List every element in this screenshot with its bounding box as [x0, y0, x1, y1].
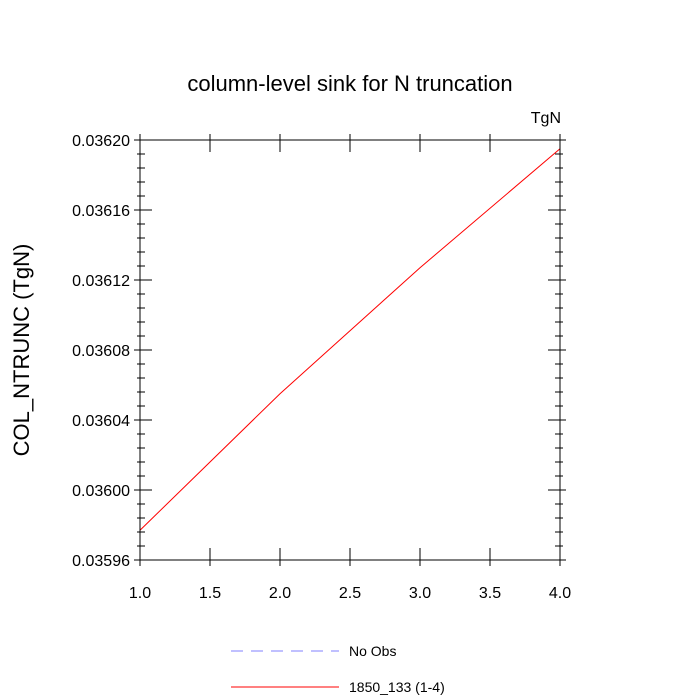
series-layer [139, 148, 561, 531]
x-tick-label: 3.5 [479, 585, 501, 602]
series-line-1 [139, 148, 561, 531]
y-tick-label: 0.03604 [72, 413, 130, 430]
legend: No Obs 1850_133 (1-4) [231, 643, 445, 695]
y-tick-label: 0.03616 [72, 203, 130, 220]
units-label: TgN [531, 110, 561, 127]
x-tick-labels: 1.0 1.5 2.0 2.5 3.0 3.5 4.0 [129, 585, 571, 602]
y-tick-label: 0.03612 [72, 273, 130, 290]
x-tick-label: 2.5 [339, 585, 361, 602]
x-tick-label: 4.0 [549, 585, 571, 602]
x-tick-label: 1.5 [199, 585, 221, 602]
y-axis-label: COL_NTRUNC (TgN) [9, 244, 34, 457]
y-tick-label: 0.03596 [72, 553, 130, 570]
x-tick-label: 1.0 [129, 585, 151, 602]
x-tick-label: 2.0 [269, 585, 291, 602]
y-tick-label: 0.03608 [72, 343, 130, 360]
chart-title: column-level sink for N truncation [187, 71, 512, 96]
plot-frame [139, 139, 561, 561]
legend-label-1: 1850_133 (1-4) [349, 679, 445, 695]
y-tick-label: 0.03620 [72, 133, 130, 150]
x-tick-label: 3.0 [409, 585, 431, 602]
legend-label-0: No Obs [349, 643, 396, 659]
y-tick-label: 0.03600 [72, 483, 130, 500]
y-tick-labels: 0.03596 0.03600 0.03604 0.03608 0.03612 0.036… [72, 133, 130, 570]
